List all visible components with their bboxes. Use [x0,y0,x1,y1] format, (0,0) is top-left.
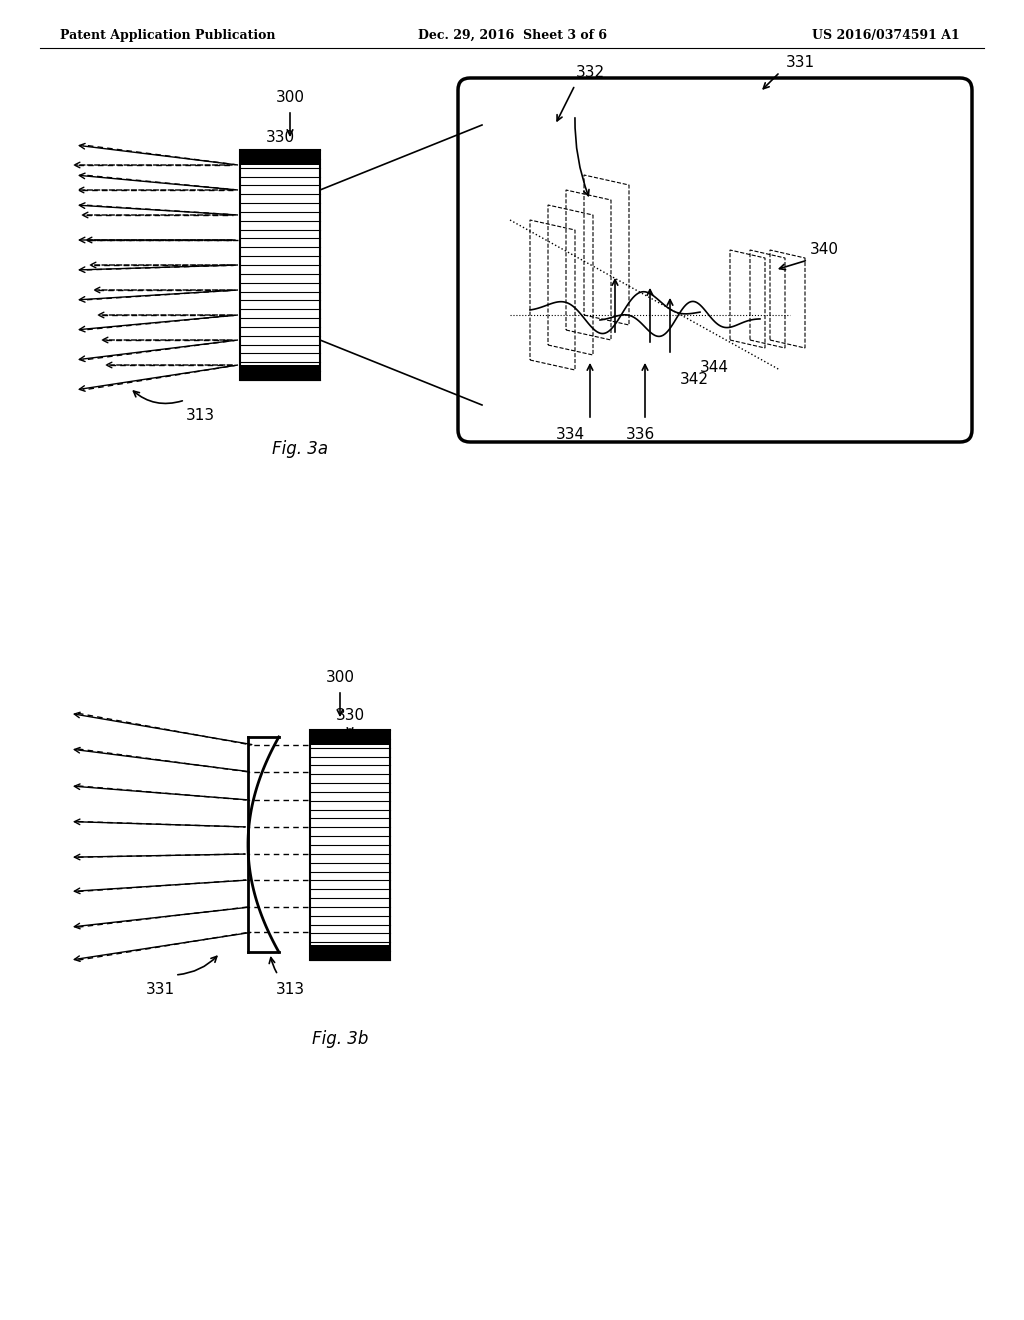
Text: 313: 313 [185,408,215,422]
Text: 331: 331 [785,55,814,70]
Text: 331: 331 [145,982,174,997]
Text: 300: 300 [275,90,304,106]
Bar [240,366,319,380]
Text: 300: 300 [326,671,354,685]
Text: 330: 330 [336,708,365,723]
Text: 344: 344 [700,360,729,375]
Text: Dec. 29, 2016  Sheet 3 of 6: Dec. 29, 2016 Sheet 3 of 6 [418,29,606,41]
Text: Patent Application Publication: Patent Application Publication [60,29,275,41]
Text: US 2016/0374591 A1: US 2016/0374591 A1 [812,29,961,41]
Text: 313: 313 [275,982,304,997]
Text: 336: 336 [626,426,654,442]
Text: Fig. 3b: Fig. 3b [312,1030,369,1048]
Text: 340: 340 [810,243,839,257]
Text: 334: 334 [555,426,585,442]
Text: 332: 332 [575,65,604,81]
Bar [240,150,319,165]
Bar [310,730,390,960]
Bar [240,150,319,380]
FancyBboxPatch shape [458,78,972,442]
Text: 342: 342 [680,372,709,387]
Text: 330: 330 [265,129,295,145]
Bar [310,730,390,744]
Bar [310,945,390,960]
Text: Fig. 3a: Fig. 3a [272,440,328,458]
